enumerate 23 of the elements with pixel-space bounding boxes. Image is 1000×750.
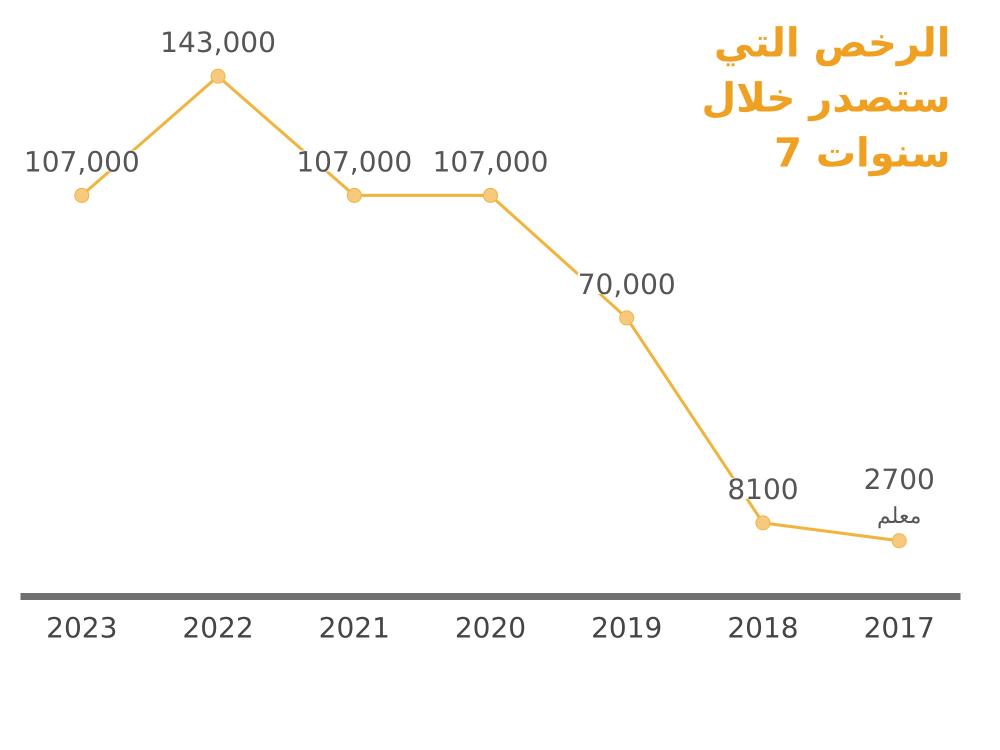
data-label: 8100 — [727, 472, 799, 506]
data-label: 107,000 — [24, 145, 140, 178]
point — [483, 188, 498, 203]
chart-title: الرخص التي ستصدر خلال 7 سنوات — [701, 20, 951, 176]
point — [210, 68, 226, 84]
x-tick-label: 2021 — [318, 612, 390, 644]
data-label: 2700 — [864, 462, 935, 496]
data-label: 107,000 — [296, 145, 412, 178]
x-tick-label: 2020 — [454, 612, 526, 644]
x-tick-label: 2023 — [46, 612, 118, 644]
point — [74, 188, 90, 203]
data-label: 70,000 — [578, 268, 676, 301]
x-tick-label: 2022 — [182, 612, 254, 644]
data-label: 107,000 — [432, 145, 548, 178]
x-tick-label: 2019 — [591, 612, 662, 644]
point — [619, 310, 634, 326]
x-tick-label: 2018 — [727, 612, 799, 644]
x-tick-label: 2017 — [864, 612, 935, 644]
annotation: معلم — [877, 504, 922, 529]
point — [346, 188, 362, 203]
point — [892, 533, 907, 548]
data-label: 143,000 — [160, 26, 276, 60]
point — [755, 515, 770, 530]
